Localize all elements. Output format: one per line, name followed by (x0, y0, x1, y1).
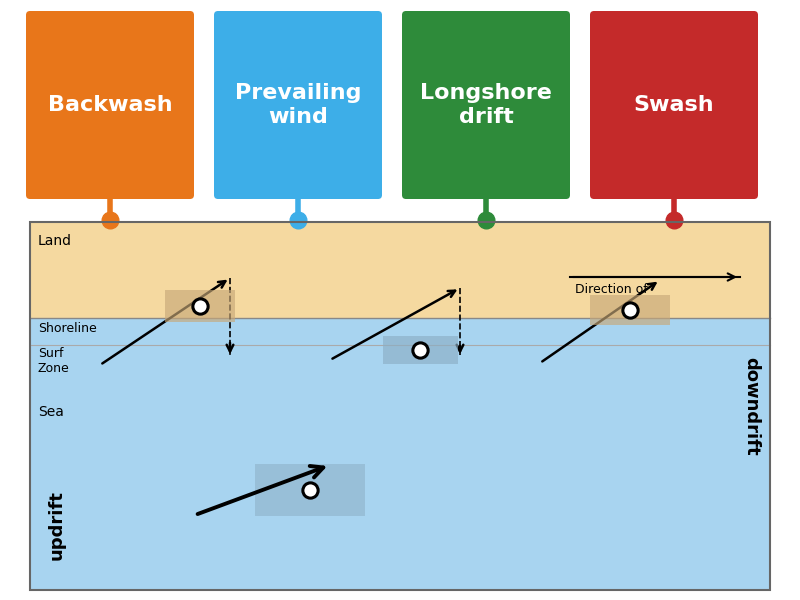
Text: downdrift: downdrift (742, 356, 760, 455)
Bar (30, 318, 770, 590)
FancyBboxPatch shape (26, 11, 194, 199)
FancyBboxPatch shape (590, 11, 758, 199)
Text: Shoreline: Shoreline (38, 322, 97, 335)
Bar (30, 222, 770, 590)
Text: Surf
Zone: Surf Zone (38, 347, 70, 375)
Bar (382, 336, 458, 364)
Bar (590, 295, 670, 325)
Text: Backwash: Backwash (48, 95, 172, 115)
Text: Sea: Sea (38, 405, 64, 419)
Text: Direction of: Direction of (575, 283, 648, 296)
Bar (165, 290, 235, 322)
Bar (255, 464, 365, 516)
FancyBboxPatch shape (402, 11, 570, 199)
Text: Longshore
drift: Longshore drift (420, 83, 552, 127)
Bar (30, 222, 770, 318)
Text: updrift: updrift (48, 490, 66, 560)
Text: Land: Land (38, 234, 72, 248)
FancyBboxPatch shape (214, 11, 382, 199)
Text: Prevailing
wind: Prevailing wind (234, 83, 362, 127)
Text: Swash: Swash (634, 95, 714, 115)
